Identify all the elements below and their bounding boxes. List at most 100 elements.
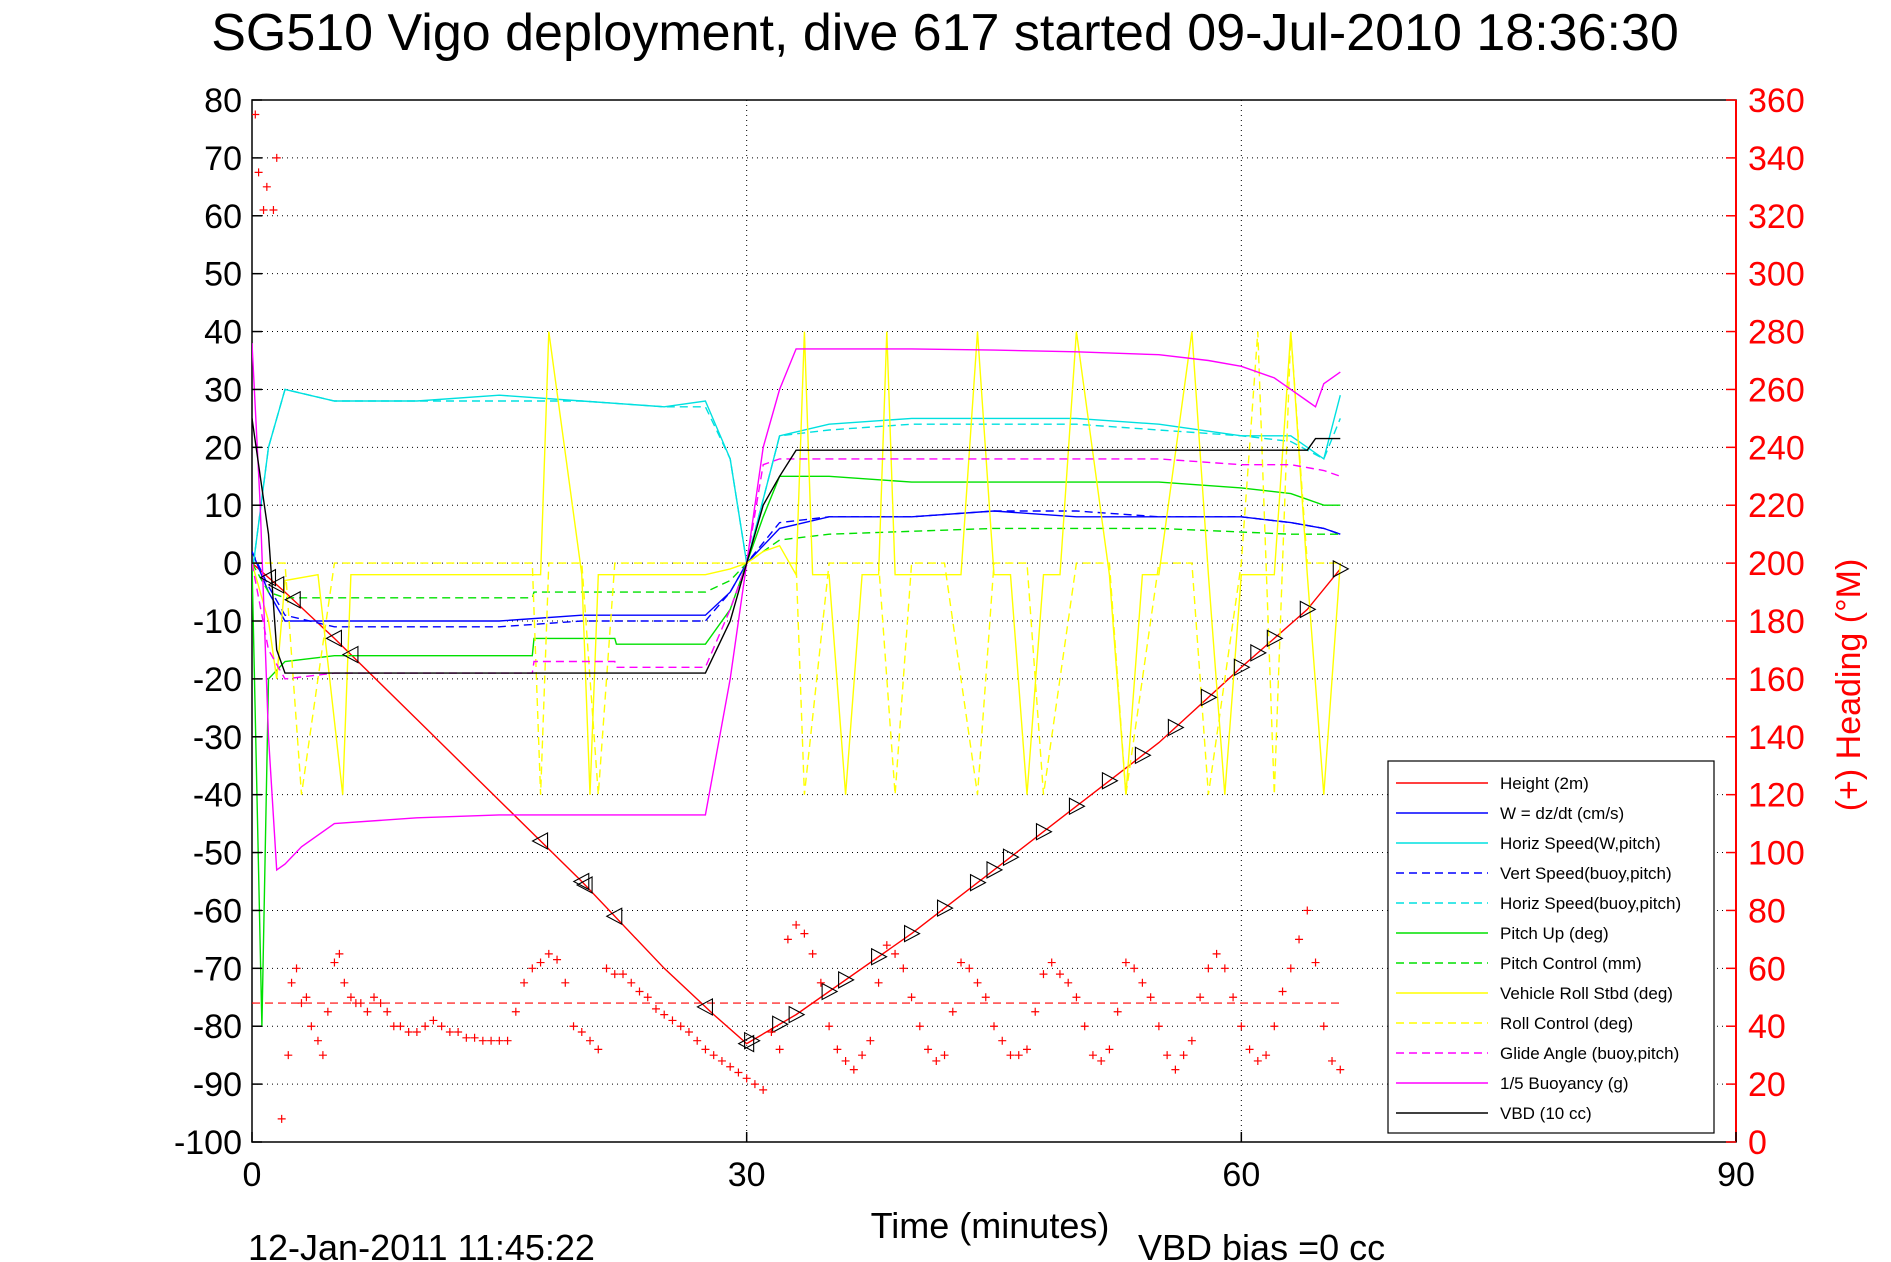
legend-label: Vehicle Roll Stbd (deg)	[1500, 984, 1673, 1003]
legend-label: Horiz Speed(buoy,pitch)	[1500, 894, 1681, 913]
heading-point	[297, 999, 306, 1008]
depth-marker	[936, 899, 954, 918]
plot-area	[251, 99, 1737, 1143]
heading-point	[335, 949, 344, 958]
depth-marker	[325, 629, 342, 648]
legend-label: Roll Control (deg)	[1500, 1014, 1633, 1033]
heading-point	[816, 978, 825, 987]
heading-point	[1286, 964, 1295, 973]
y-left-tick-label: 40	[204, 314, 242, 352]
heading-point	[1270, 1022, 1279, 1031]
heading-point	[1179, 1051, 1188, 1060]
heading-point	[750, 1080, 759, 1089]
heading-point	[292, 964, 301, 973]
legend-label: Vert Speed(buoy,pitch)	[1500, 864, 1672, 883]
heading-point	[1311, 958, 1320, 967]
footer-vbd-bias: VBD bias =0 cc	[1138, 1227, 1385, 1262]
legend-label: 1/5 Buoyancy (g)	[1500, 1074, 1629, 1093]
series-line-11	[252, 418, 1341, 674]
heading-point	[742, 1074, 751, 1083]
legend: Height (2m) W = dz/dt (cm/s) Horiz Speed(W…	[1387, 760, 1715, 1134]
depth-marker	[575, 876, 593, 894]
y-left-tick-label: 0	[223, 545, 242, 583]
heading-point	[619, 970, 627, 979]
heading-point	[1245, 1045, 1254, 1054]
heading-point	[1319, 1022, 1328, 1031]
y-right-tick-label: 260	[1748, 371, 1805, 409]
legend-label: Height (2m)	[1500, 774, 1589, 793]
heading-point	[676, 1022, 685, 1031]
heading-point	[981, 993, 990, 1002]
y-right-tick-label: 340	[1748, 140, 1805, 178]
heading-point	[940, 1051, 949, 1060]
depth-marker	[1068, 797, 1086, 816]
legend-label: Horiz Speed(W,pitch)	[1500, 834, 1661, 853]
heading-point	[792, 920, 801, 929]
heading-point	[1064, 978, 1073, 987]
y-right-tick-label: 40	[1748, 1008, 1786, 1046]
depth-marker	[572, 872, 590, 891]
heading-point	[1336, 1065, 1345, 1074]
depth-marker	[744, 1031, 761, 1050]
heading-point	[1121, 958, 1130, 967]
heading-point	[635, 987, 644, 996]
depth-marker	[1167, 718, 1185, 737]
y-right-tick-label: 180	[1748, 603, 1805, 641]
heading-point	[1328, 1056, 1337, 1065]
right-axis-label: (+) Heading (°M)	[1830, 559, 1868, 812]
depth-marker	[1250, 643, 1267, 662]
heading-point	[948, 1007, 957, 1016]
y-right-tick-label: 0	[1748, 1124, 1767, 1162]
y-right-tick-label: 300	[1748, 256, 1805, 294]
depth-marker	[259, 568, 277, 587]
heading-point	[487, 1036, 496, 1045]
y-right-tick-label: 140	[1748, 719, 1805, 757]
heading-point	[396, 1022, 405, 1031]
y-left-tick-label: -40	[193, 777, 242, 815]
heading-point	[1229, 993, 1238, 1002]
heading-point	[899, 964, 908, 973]
depth-marker	[1266, 629, 1284, 648]
depth-marker	[1002, 848, 1020, 867]
heading-point	[259, 205, 268, 214]
heading-point	[272, 153, 281, 162]
heading-point	[767, 1028, 776, 1037]
y-right-tick-label: 360	[1748, 82, 1805, 120]
heading-point	[1072, 993, 1081, 1002]
heading-point	[973, 978, 982, 987]
depth-marker	[969, 873, 987, 892]
legend-label: VBD (10 cc)	[1500, 1104, 1592, 1123]
x-tick-label: 0	[243, 1156, 262, 1194]
legend-label: Pitch Control (mm)	[1500, 954, 1642, 973]
depth-marker	[904, 924, 921, 943]
heading-point	[808, 949, 817, 958]
heading-point	[651, 1004, 660, 1013]
heading-point	[693, 1036, 702, 1045]
heading-point	[891, 949, 900, 958]
heading-point	[734, 1068, 743, 1077]
heading-point	[254, 168, 263, 177]
heading-point	[783, 935, 792, 944]
heading-point	[1212, 949, 1221, 958]
y-right-tick-label: 120	[1748, 777, 1805, 815]
heading-point	[610, 970, 619, 979]
y-left-tick-label: 50	[204, 256, 242, 294]
y-left-tick-label: 10	[204, 487, 242, 525]
heading-point	[376, 999, 385, 1008]
heading-point	[346, 993, 355, 1002]
heading-point	[262, 182, 271, 191]
heading-point	[495, 1036, 504, 1045]
x-tick-label: 30	[728, 1156, 766, 1194]
y-left-tick-label: 30	[204, 371, 242, 409]
heading-point	[252, 110, 260, 119]
heading-point	[1220, 964, 1229, 973]
series-line-6	[252, 527, 1341, 599]
y-left-tick-label: -60	[193, 892, 242, 930]
heading-point	[1014, 1051, 1023, 1060]
heading-point	[1237, 1022, 1246, 1031]
y-right-tick-label: 240	[1748, 429, 1805, 467]
heading-point	[874, 978, 883, 987]
heading-point	[866, 1036, 875, 1045]
heading-point	[318, 1051, 327, 1060]
